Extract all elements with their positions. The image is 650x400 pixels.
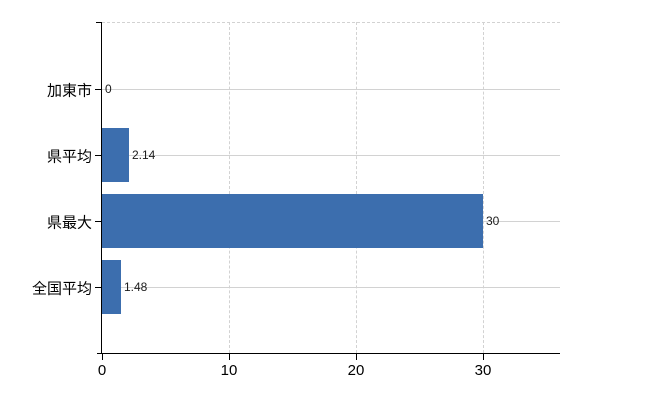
- x-tick: [356, 354, 357, 360]
- value-label: 0: [105, 82, 112, 96]
- value-label: 1.48: [124, 280, 148, 294]
- category-label-県最大: 県最大: [46, 214, 92, 232]
- y-tick: [95, 221, 102, 222]
- x-tick-label: 30: [474, 362, 492, 379]
- category-label-加東市: 加東市: [46, 82, 92, 100]
- gridline-vertical: [483, 22, 484, 353]
- bar-県平均: [102, 128, 129, 182]
- value-label: 30: [486, 214, 500, 228]
- y-tick: [95, 155, 102, 156]
- gridline-horizontal: [102, 89, 560, 90]
- x-axis-line: [97, 353, 560, 354]
- gridline-horizontal: [102, 155, 560, 156]
- y-axis-top-tick: [96, 22, 102, 23]
- category-label-県平均: 県平均: [46, 148, 92, 166]
- x-tick-label: 20: [347, 362, 365, 379]
- gridline-vertical: [356, 22, 357, 353]
- y-tick: [95, 287, 102, 288]
- plot-top-border: [102, 22, 560, 23]
- x-tick: [102, 354, 103, 360]
- bar-全国平均: [102, 260, 121, 314]
- x-tick: [229, 354, 230, 360]
- y-axis-line: [101, 22, 102, 353]
- category-label-全国平均: 全国平均: [31, 280, 92, 298]
- bar-県最大: [102, 194, 483, 248]
- value-label: 2.14: [132, 148, 156, 162]
- x-tick-label: 0: [97, 362, 107, 379]
- x-tick-label: 10: [220, 362, 238, 379]
- x-tick: [483, 354, 484, 360]
- gridline-horizontal: [102, 287, 560, 288]
- gridline-vertical: [229, 22, 230, 353]
- y-tick: [95, 89, 102, 90]
